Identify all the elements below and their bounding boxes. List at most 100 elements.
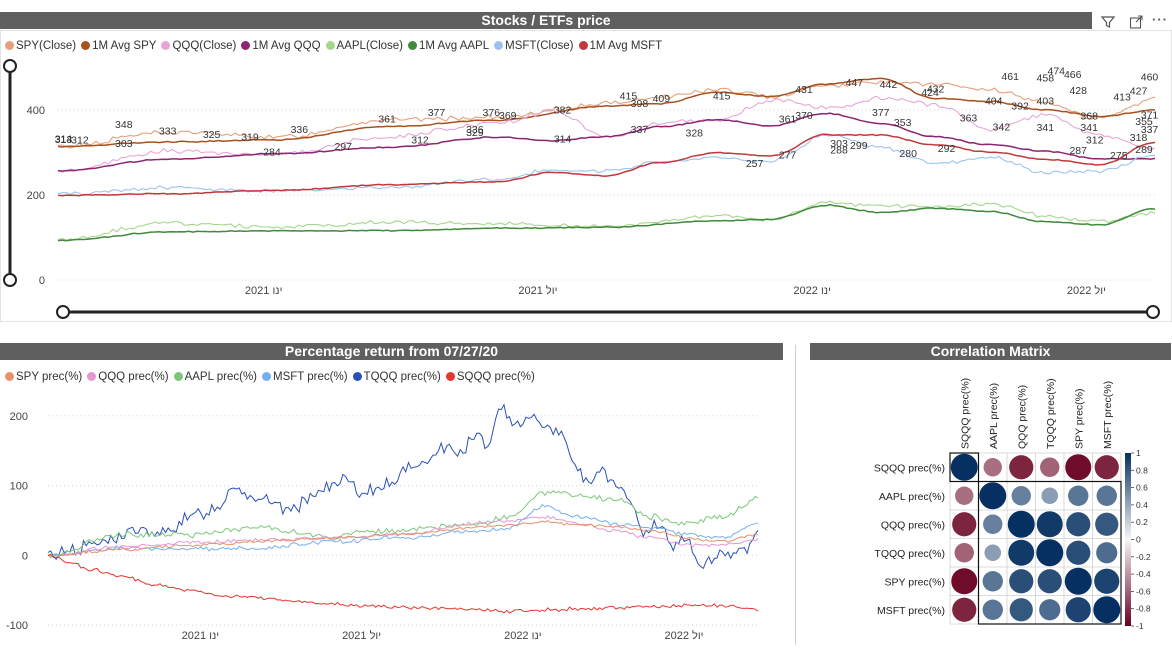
series-line-aapl-close xyxy=(57,200,1156,241)
correlation-cell xyxy=(952,597,977,622)
data-label: 361 xyxy=(378,114,396,126)
legend-dot-icon xyxy=(5,41,14,50)
top-legend-1m-avg-msft[interactable]: 1M Avg MSFT xyxy=(578,40,663,52)
data-label: 403 xyxy=(1037,96,1055,108)
row-label: QQQ prec(%) xyxy=(881,519,945,531)
data-label: 297 xyxy=(334,141,352,153)
x-tick-label: 2021 ינו xyxy=(182,630,220,642)
data-label: 369 xyxy=(499,110,517,122)
data-label: 319 xyxy=(241,131,259,143)
top-legend-msft-close[interactable]: MSFT(Close) xyxy=(494,40,574,52)
colorbar xyxy=(1125,453,1131,626)
series-line-qqq-prec xyxy=(47,515,759,558)
column-label: AAPL prec(%) xyxy=(988,383,1000,449)
data-label: 314 xyxy=(554,134,572,146)
correlation-cell xyxy=(1037,569,1062,594)
x-tick-label: 2021 יול xyxy=(518,284,557,297)
data-label: 428 xyxy=(1069,85,1087,97)
legend-label: SQQQ prec(%) xyxy=(456,371,535,383)
data-label: 303 xyxy=(830,138,848,150)
return-legend-aapl-prec[interactable]: AAPL prec(%) xyxy=(173,371,257,383)
colorbar-tick-label: 0.6 xyxy=(1136,483,1148,493)
legend-label: 1M Avg MSFT xyxy=(589,40,663,52)
correlation-matrix: SQQQ prec(%) SQQQ prec(%) AAPL prec(%) AAPL… xyxy=(874,378,1151,631)
x-tick-label: 2021 ינו xyxy=(245,285,283,297)
data-label: 409 xyxy=(653,93,671,105)
y-tick-label: 200 xyxy=(27,190,45,202)
correlation-cell xyxy=(1064,567,1092,595)
data-label: 442 xyxy=(880,79,898,91)
x-tick-label: 2021 יול xyxy=(342,629,381,642)
y-tick-label: 0 xyxy=(39,275,45,287)
legend-label: 1M Avg QQQ xyxy=(252,40,321,52)
correlation-cell xyxy=(982,571,1003,592)
data-label: 355 xyxy=(1135,116,1153,128)
focus-mode-icon[interactable] xyxy=(1128,14,1144,33)
top-panel-title: Stocks / ETFs price xyxy=(0,12,1092,29)
correlation-cell xyxy=(1093,596,1121,624)
data-label: 336 xyxy=(291,124,309,136)
data-label: 312 xyxy=(71,134,89,146)
data-label: 377 xyxy=(872,107,890,119)
correlation-cell xyxy=(1066,540,1091,565)
legend-dot-icon xyxy=(578,41,588,50)
data-label: 377 xyxy=(428,107,446,119)
legend-dot-icon xyxy=(81,41,91,50)
more-options-icon[interactable]: ··· xyxy=(1152,12,1168,27)
return-legend-sqqq-prec[interactable]: SQQQ prec(%) xyxy=(445,371,535,383)
data-label: 337 xyxy=(1141,124,1159,136)
legend-label: QQQ prec(%) xyxy=(98,371,169,383)
data-label: 415 xyxy=(713,91,731,103)
top-legend-1m-avg-qqq[interactable]: 1M Avg QQQ xyxy=(241,40,321,52)
top-legend-1m-avg-spy[interactable]: 1M Avg SPY xyxy=(81,40,156,52)
return-legend-tqqq-prec[interactable]: TQQQ prec(%) xyxy=(352,371,441,383)
data-label: 376 xyxy=(483,107,501,119)
data-label: 336 xyxy=(466,124,484,136)
row-label: MSFT prec(%) xyxy=(877,605,945,617)
data-label: 313 xyxy=(55,134,73,146)
series-line-tqqq-prec xyxy=(47,403,759,570)
column-label: TQQQ prec(%) xyxy=(1045,378,1057,449)
correlation-cell xyxy=(1036,511,1063,538)
correlation-cell xyxy=(1039,599,1061,621)
data-label: 287 xyxy=(1069,145,1087,157)
series-line-1m-avg-qqq xyxy=(57,112,1156,172)
correlation-cell xyxy=(1009,455,1034,480)
y-tick-label: -100 xyxy=(6,620,28,632)
legend-dot-icon xyxy=(494,41,504,50)
data-label: 370 xyxy=(795,110,813,122)
return-legend-qqq-prec[interactable]: QQQ prec(%) xyxy=(87,371,169,383)
top-legend-1m-avg-aapl[interactable]: 1M Avg AAPL xyxy=(408,40,489,52)
row-label: TQQQ prec(%) xyxy=(874,548,945,560)
top-legend-spy-close[interactable]: SPY(Close) xyxy=(5,40,76,52)
data-label: 432 xyxy=(927,83,945,95)
legend-dot-icon xyxy=(352,372,362,381)
data-label: 348 xyxy=(115,119,133,131)
diagonal-box xyxy=(949,452,980,483)
column-label: SQQQ prec(%) xyxy=(959,378,971,449)
return-chart: -100 0 100 200 2021 ינו 2021 יול 2022 ינו 2022 … xyxy=(6,403,759,642)
data-label: 329 xyxy=(466,127,484,139)
legend-dot-icon xyxy=(5,372,14,381)
return-legend-spy-prec[interactable]: SPY prec(%) xyxy=(5,371,82,383)
legend-dot-icon xyxy=(173,372,183,381)
return-legend-msft-prec[interactable]: MSFT prec(%) xyxy=(262,371,348,383)
series-line-1m-avg-spy xyxy=(57,77,1156,148)
data-label: 280 xyxy=(899,148,917,160)
filter-icon[interactable] xyxy=(1100,14,1116,33)
data-label: 371 xyxy=(1141,109,1159,121)
data-label: 363 xyxy=(960,113,978,125)
x-tick-label: 2022 ינו xyxy=(793,285,831,297)
data-label: 458 xyxy=(1037,72,1055,84)
correlation-cell xyxy=(1009,598,1033,622)
top-legend-aapl-close[interactable]: AAPL(Close) xyxy=(325,40,403,52)
top-legend-qqq-close[interactable]: QQQ(Close) xyxy=(161,40,236,52)
series-line-sqqq-prec xyxy=(47,553,759,614)
legend-label: SPY(Close) xyxy=(16,40,77,52)
data-label: 466 xyxy=(1064,69,1082,81)
correlation-cell xyxy=(951,568,978,595)
data-label: 337 xyxy=(631,124,649,136)
series-line-msft-prec xyxy=(47,503,759,558)
colorbar-tick-label: -0.8 xyxy=(1136,604,1151,614)
series-line-1m-avg-aapl xyxy=(57,203,1156,242)
